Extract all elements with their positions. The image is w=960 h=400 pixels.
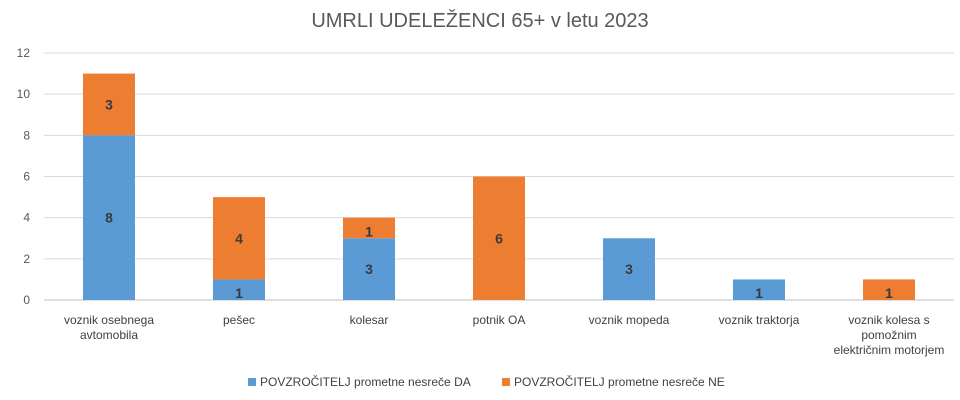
bar-segment bbox=[473, 176, 525, 300]
bars bbox=[83, 73, 915, 300]
y-tick-label: 8 bbox=[23, 128, 30, 142]
x-tick-label: potnik OA bbox=[473, 313, 526, 327]
x-tick-label: voznik kolesa s bbox=[848, 313, 929, 327]
y-tick-label: 4 bbox=[23, 211, 30, 225]
bar-segment bbox=[603, 238, 655, 300]
x-tick-label: električnim motorjem bbox=[834, 343, 945, 357]
y-tick-label: 0 bbox=[23, 293, 30, 307]
bar-segment bbox=[863, 279, 915, 300]
data-label: 6 bbox=[495, 230, 503, 246]
x-tick-label: avtomobila bbox=[80, 328, 138, 342]
bar-segment bbox=[343, 238, 395, 300]
data-label: 4 bbox=[235, 230, 243, 246]
y-tick-label: 2 bbox=[23, 252, 30, 266]
y-tick-label: 6 bbox=[23, 170, 30, 184]
data-label: 8 bbox=[105, 210, 113, 226]
data-label: 1 bbox=[235, 285, 243, 301]
data-label: 1 bbox=[885, 285, 893, 301]
x-tick-label: voznik osebnega bbox=[64, 313, 154, 327]
data-label: 3 bbox=[105, 96, 113, 112]
x-tick-label: pešec bbox=[223, 313, 255, 327]
bar-segment bbox=[83, 135, 135, 300]
bar-segment bbox=[733, 279, 785, 300]
chart-title: UMRLI UDELEŽENCI 65+ v letu 2023 bbox=[311, 9, 648, 32]
x-tick-label: kolesar bbox=[350, 313, 389, 327]
bar-segment bbox=[343, 217, 395, 239]
x-tick-label: voznik mopeda bbox=[589, 313, 670, 327]
bar-segment bbox=[213, 197, 265, 280]
data-label: 1 bbox=[755, 285, 763, 301]
legend-label: POVZROČITELJ prometne nesreče NE bbox=[514, 374, 725, 389]
data-labels: 8 3 1 4 3 1 6 3 1 1 bbox=[105, 96, 893, 301]
legend: POVZROČITELJ prometne nesreče DA POVZROČI… bbox=[248, 374, 725, 389]
y-tick-label: 12 bbox=[17, 46, 31, 60]
y-tick-label: 10 bbox=[17, 87, 31, 101]
x-tick-label: voznik traktorja bbox=[719, 313, 800, 327]
legend-swatch bbox=[248, 378, 256, 386]
legend-swatch bbox=[502, 378, 510, 386]
data-label: 3 bbox=[365, 261, 373, 277]
data-label: 3 bbox=[625, 261, 633, 277]
y-axis-ticks: 0 2 4 6 8 10 12 bbox=[17, 46, 31, 307]
x-tick-label: pomožnim bbox=[861, 328, 916, 342]
bar-segment bbox=[213, 279, 265, 300]
bar-segment bbox=[83, 73, 135, 136]
legend-label: POVZROČITELJ prometne nesreče DA bbox=[260, 374, 471, 389]
data-label: 1 bbox=[365, 223, 373, 239]
